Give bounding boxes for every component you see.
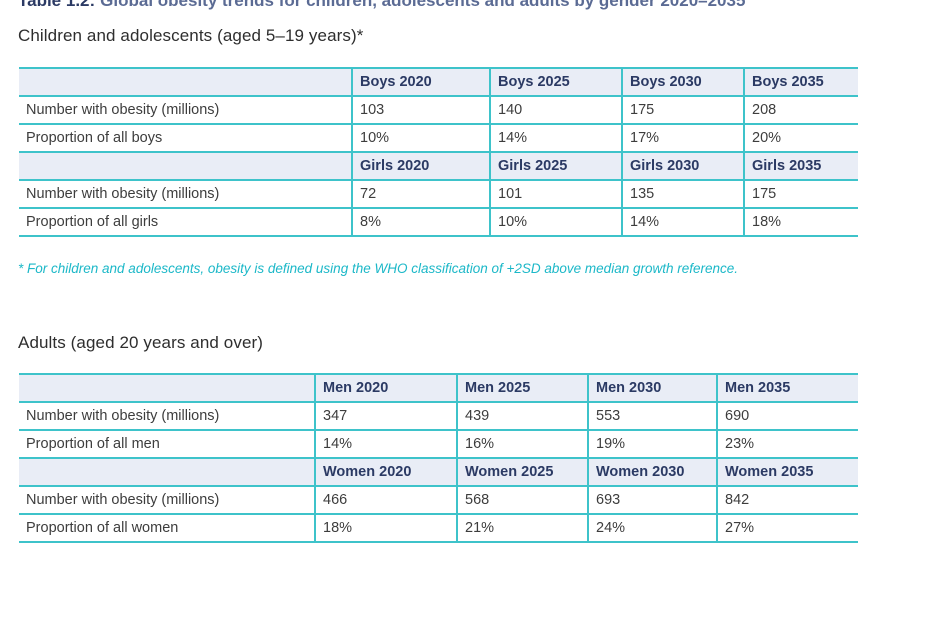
value-cell: 693: [587, 485, 717, 515]
column-header-cell: Women 2030: [587, 457, 717, 487]
column-header-cell: [19, 457, 315, 487]
table-row: Number with obesity (millions) 466 568 693 8…: [19, 485, 858, 515]
row-label-cell: Number with obesity (millions): [19, 401, 315, 431]
column-header-cell: Girls 2035: [743, 151, 858, 181]
column-header-cell: Boys 2035: [743, 67, 858, 97]
value-cell: 14%: [314, 429, 457, 459]
row-label-cell: Proportion of all girls: [19, 207, 352, 237]
column-header-cell: Boys 2025: [489, 67, 622, 97]
column-header-cell: Men 2025: [456, 373, 588, 403]
row-label-cell: Proportion of all men: [19, 429, 315, 459]
row-label-cell: Proportion of all women: [19, 513, 315, 543]
column-header-cell: Girls 2025: [489, 151, 622, 181]
column-header-cell: Men 2035: [716, 373, 858, 403]
children-obesity-table: Boys 2020 Boys 2025 Boys 2030 Boys 2035 Numb…: [19, 67, 858, 237]
value-cell: 103: [351, 95, 490, 125]
adults-section-heading: Adults (aged 20 years and over): [18, 333, 264, 352]
value-cell: 18%: [743, 207, 858, 237]
table-title-text: Global obesity trends for children, adol…: [100, 0, 746, 10]
value-cell: 14%: [621, 207, 744, 237]
value-cell: 347: [314, 401, 457, 431]
value-cell: 175: [743, 179, 858, 209]
value-cell: 10%: [351, 123, 490, 153]
table-row: Proportion of all boys 10% 14% 17% 20%: [19, 123, 858, 153]
table-row: Proportion of all women 18% 21% 24% 27%: [19, 513, 858, 543]
value-cell: 842: [716, 485, 858, 515]
value-cell: 19%: [587, 429, 717, 459]
value-cell: 21%: [456, 513, 588, 543]
value-cell: 568: [456, 485, 588, 515]
value-cell: 72: [351, 179, 490, 209]
value-cell: 14%: [489, 123, 622, 153]
column-header-cell: Boys 2020: [351, 67, 490, 97]
value-cell: 466: [314, 485, 457, 515]
column-header-cell: Women 2020: [314, 457, 457, 487]
row-label-cell: Proportion of all boys: [19, 123, 352, 153]
value-cell: 23%: [716, 429, 858, 459]
adults-obesity-table: Men 2020 Men 2025 Men 2030 Men 2035 Number w…: [19, 373, 858, 543]
value-cell: 439: [456, 401, 588, 431]
column-header-cell: Girls 2020: [351, 151, 490, 181]
value-cell: 553: [587, 401, 717, 431]
column-header-cell: Women 2025: [456, 457, 588, 487]
table-title-label: Table 1.2:: [18, 0, 96, 10]
value-cell: 140: [489, 95, 622, 125]
table-row: Number with obesity (millions) 72 101 135 17…: [19, 179, 858, 209]
column-header-cell: Girls 2030: [621, 151, 744, 181]
column-header-cell: [19, 373, 315, 403]
value-cell: 175: [621, 95, 744, 125]
value-cell: 10%: [489, 207, 622, 237]
value-cell: 18%: [314, 513, 457, 543]
column-header-cell: Women 2035: [716, 457, 858, 487]
table-row: Proportion of all men 14% 16% 19% 23%: [19, 429, 858, 459]
children-footnote: * For children and adolescents, obesity …: [18, 261, 739, 276]
value-cell: 208: [743, 95, 858, 125]
value-cell: 20%: [743, 123, 858, 153]
row-label-cell: Number with obesity (millions): [19, 485, 315, 515]
value-cell: 16%: [456, 429, 588, 459]
table-header-row: Men 2020 Men 2025 Men 2030 Men 2035: [19, 373, 858, 403]
table-header-row: Women 2020 Women 2025 Women 2030 Women 2035: [19, 457, 858, 487]
value-cell: 135: [621, 179, 744, 209]
row-label-cell: Number with obesity (millions): [19, 95, 352, 125]
column-header-cell: [19, 67, 352, 97]
table-header-row: Boys 2020 Boys 2025 Boys 2030 Boys 2035: [19, 67, 858, 97]
row-label-cell: Number with obesity (millions): [19, 179, 352, 209]
table-row: Number with obesity (millions) 103 140 175 2…: [19, 95, 858, 125]
column-header-cell: Men 2020: [314, 373, 457, 403]
column-header-cell: Men 2030: [587, 373, 717, 403]
column-header-cell: Boys 2030: [621, 67, 744, 97]
value-cell: 27%: [716, 513, 858, 543]
value-cell: 101: [489, 179, 622, 209]
table-row: Number with obesity (millions) 347 439 553 6…: [19, 401, 858, 431]
value-cell: 8%: [351, 207, 490, 237]
value-cell: 17%: [621, 123, 744, 153]
table-header-row: Girls 2020 Girls 2025 Girls 2030 Girls 2035: [19, 151, 858, 181]
value-cell: 24%: [587, 513, 717, 543]
table-row: Proportion of all girls 8% 10% 14% 18%: [19, 207, 858, 237]
table-title: Table 1.2: Global obesity trends for chil…: [18, 0, 745, 11]
column-header-cell: [19, 151, 352, 181]
children-section-heading: Children and adolescents (aged 5–19 year…: [18, 26, 364, 45]
value-cell: 690: [716, 401, 858, 431]
